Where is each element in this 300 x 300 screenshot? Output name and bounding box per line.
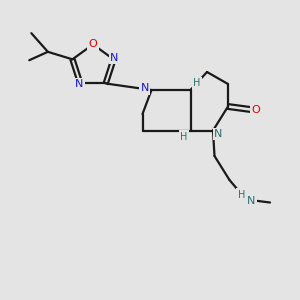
Text: N: N <box>110 53 118 63</box>
Text: N: N <box>75 80 84 89</box>
Text: H: H <box>194 78 201 88</box>
Text: H: H <box>238 190 245 200</box>
Text: N: N <box>141 83 149 93</box>
Text: N: N <box>214 129 223 139</box>
Text: H: H <box>180 131 188 142</box>
Text: O: O <box>88 38 98 49</box>
Text: O: O <box>251 105 260 116</box>
Text: N: N <box>247 196 256 206</box>
